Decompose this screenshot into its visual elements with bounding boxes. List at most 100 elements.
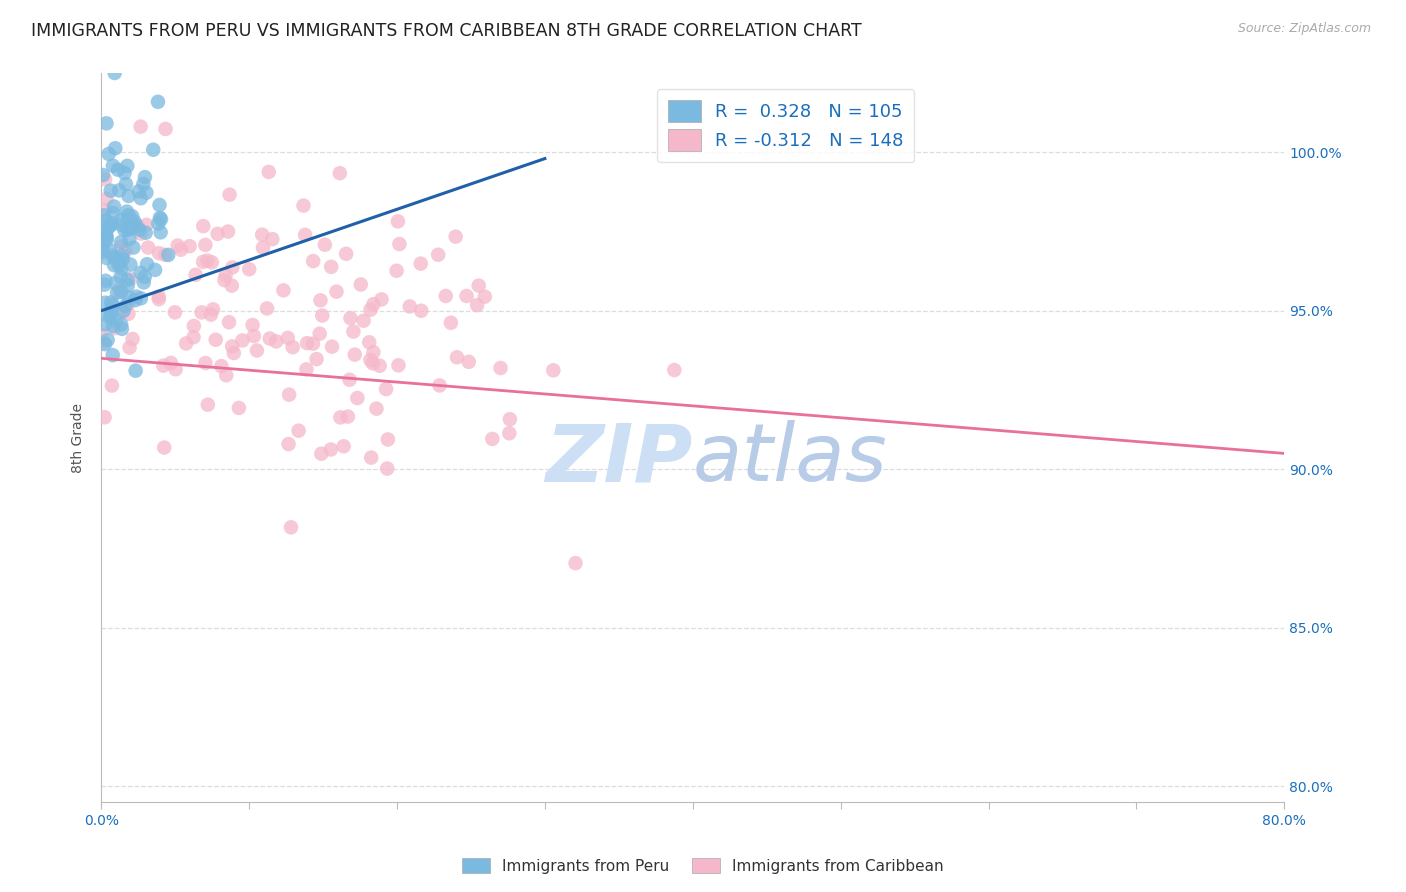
- Point: [124, 293, 146, 307]
- Point: [221, 278, 243, 293]
- Point: [135, 186, 157, 200]
- Point: [114, 166, 136, 180]
- Point: [280, 520, 302, 534]
- Point: [302, 254, 325, 268]
- Point: [292, 198, 315, 212]
- Point: [129, 266, 152, 280]
- Point: [94, 213, 117, 227]
- Point: [118, 232, 141, 246]
- Point: [387, 359, 409, 373]
- Point: [117, 189, 139, 203]
- Point: [121, 332, 143, 346]
- Legend: Immigrants from Peru, Immigrants from Caribbean: Immigrants from Peru, Immigrants from Ca…: [457, 852, 949, 880]
- Point: [319, 442, 342, 457]
- Point: [100, 295, 122, 310]
- Point: [149, 211, 172, 225]
- Point: [363, 345, 385, 359]
- Point: [440, 316, 463, 330]
- Point: [100, 218, 122, 232]
- Point: [252, 241, 274, 255]
- Point: [110, 235, 132, 249]
- Point: [100, 184, 122, 198]
- Point: [101, 249, 124, 263]
- Point: [257, 165, 280, 179]
- Point: [101, 318, 124, 333]
- Point: [101, 159, 124, 173]
- Point: [111, 252, 134, 266]
- Point: [336, 409, 359, 424]
- Point: [120, 258, 142, 272]
- Point: [104, 251, 127, 265]
- Point: [166, 238, 188, 252]
- Point: [329, 166, 352, 180]
- Point: [110, 285, 132, 299]
- Point: [184, 268, 207, 282]
- Point: [152, 359, 174, 373]
- Point: [124, 364, 146, 378]
- Point: [214, 268, 236, 282]
- Point: [429, 378, 451, 392]
- Point: [194, 238, 217, 252]
- Point: [195, 253, 218, 268]
- Point: [277, 331, 299, 345]
- Point: [202, 302, 225, 317]
- Point: [222, 346, 245, 360]
- Point: [93, 208, 115, 222]
- Point: [194, 356, 217, 370]
- Point: [112, 222, 135, 236]
- Point: [332, 439, 354, 453]
- Point: [353, 314, 375, 328]
- Point: [325, 285, 347, 299]
- Point: [366, 401, 388, 416]
- Point: [155, 122, 177, 136]
- Y-axis label: 8th Grade: 8th Grade: [72, 402, 86, 473]
- Point: [111, 322, 134, 336]
- Point: [117, 273, 139, 287]
- Point: [101, 378, 124, 392]
- Point: [385, 264, 408, 278]
- Point: [100, 309, 122, 323]
- Point: [489, 361, 512, 376]
- Point: [215, 368, 238, 383]
- Point: [96, 116, 118, 130]
- Point: [474, 290, 496, 304]
- Point: [128, 223, 150, 237]
- Point: [134, 170, 156, 185]
- Point: [343, 348, 366, 362]
- Point: [377, 433, 399, 447]
- Point: [165, 362, 187, 376]
- Point: [112, 303, 135, 318]
- Point: [262, 232, 284, 246]
- Point: [183, 318, 205, 333]
- Point: [96, 192, 118, 206]
- Point: [218, 315, 240, 329]
- Point: [96, 230, 118, 244]
- Point: [434, 289, 457, 303]
- Point: [150, 212, 173, 227]
- Point: [157, 248, 180, 262]
- Point: [375, 382, 398, 396]
- Point: [256, 301, 278, 316]
- Point: [183, 330, 205, 344]
- Point: [127, 219, 149, 233]
- Point: [427, 248, 450, 262]
- Point: [564, 556, 586, 570]
- Point: [132, 276, 155, 290]
- Point: [125, 290, 148, 304]
- Point: [117, 215, 139, 229]
- Point: [191, 255, 214, 269]
- Point: [108, 283, 131, 297]
- Point: [228, 401, 250, 415]
- Point: [375, 461, 398, 475]
- Point: [148, 217, 170, 231]
- Point: [94, 274, 117, 288]
- Point: [117, 221, 139, 235]
- Point: [149, 225, 172, 239]
- Point: [287, 424, 309, 438]
- Point: [339, 311, 361, 326]
- Text: atlas: atlas: [693, 420, 887, 499]
- Point: [135, 226, 157, 240]
- Point: [124, 214, 146, 228]
- Point: [98, 219, 121, 233]
- Point: [129, 227, 152, 241]
